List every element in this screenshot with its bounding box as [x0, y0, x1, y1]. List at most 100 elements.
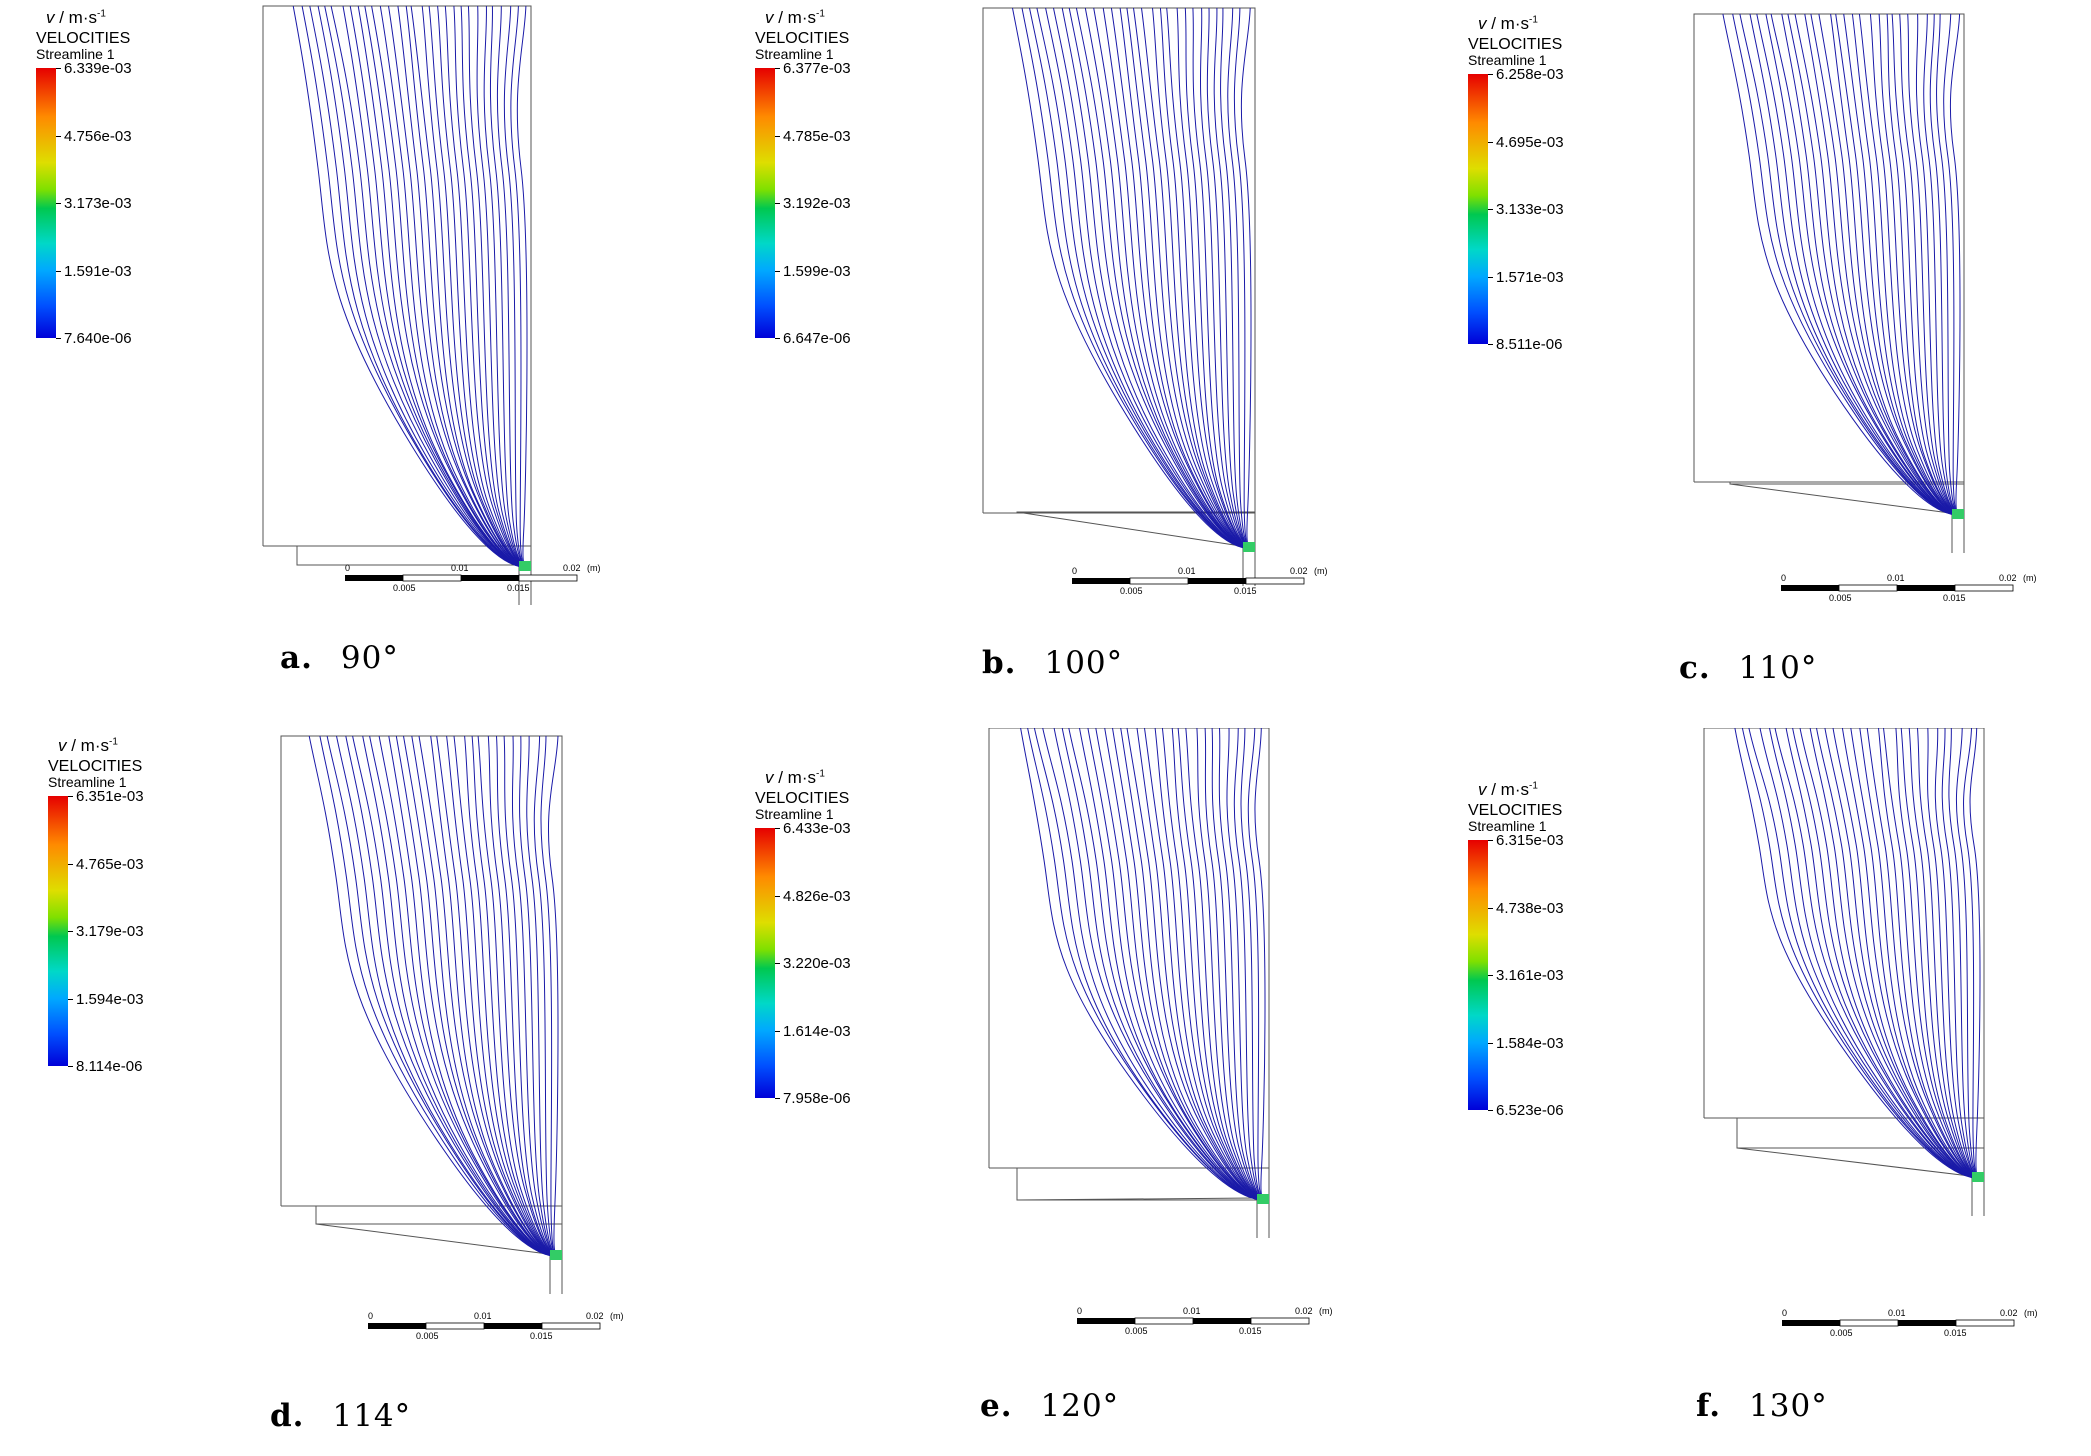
scale-label: (m) — [1314, 566, 1328, 576]
panel-caption: d. 114° — [270, 1398, 411, 1434]
scale-label: 0.005 — [416, 1331, 439, 1341]
unit-text: / m·s — [1486, 780, 1529, 799]
scale-bar: 0 0.01 0.02 (m) 0.005 0.015 — [1072, 566, 1328, 596]
streamline — [430, 735, 556, 1261]
colorbar-tick-label: 1.599e-03 — [783, 262, 851, 280]
streamline — [317, 5, 525, 572]
colorbar-tick-label: 4.738e-03 — [1496, 899, 1564, 917]
panel-a: v / m·s-1 VELOCITIES Streamline 1 6.339e-03… — [0, 0, 697, 728]
color-legend: v / m·s-1 VELOCITIES Streamline 1 6.351e-03… — [48, 736, 188, 1076]
streamline — [1211, 728, 1263, 1205]
streamline — [309, 5, 526, 572]
streamline — [511, 735, 558, 1261]
scale-label: 0.02 — [1290, 566, 1308, 576]
streamline — [1126, 7, 1250, 553]
colorbar-tick-label: 8.114e-06 — [76, 1058, 143, 1075]
streamline — [1929, 13, 1960, 520]
colorbar-tick-label: 6.433e-03 — [783, 820, 851, 837]
colorbar-tick-label: 8.511e-06 — [1496, 336, 1563, 353]
scale-bar: 0 0.01 0.02 (m) 0.005 0.015 — [1781, 573, 2037, 603]
colorbar — [755, 68, 775, 338]
colorbar — [36, 68, 56, 338]
streamline — [1759, 728, 1978, 1183]
streamline — [1843, 13, 1959, 520]
streamline-diagram: 0 0.01 0.02 (m) 0.005 0.015 — [1693, 13, 2037, 603]
outlet-high-velocity — [1243, 542, 1255, 552]
unit-exponent: -1 — [816, 768, 825, 780]
legend-subtitle: Streamline 1 — [36, 46, 115, 62]
streamline — [1136, 728, 1264, 1205]
streamline — [1816, 728, 1979, 1183]
colorbar-tick-mark — [775, 135, 780, 137]
streamline — [467, 5, 527, 572]
streamline — [453, 735, 556, 1261]
legend-subtitle: Streamline 1 — [1468, 52, 1547, 68]
streamline — [1154, 728, 1265, 1205]
colorbar-tick-label: 6.315e-03 — [1496, 832, 1564, 849]
streamline — [533, 735, 558, 1261]
colorbar-tick-label: 3.220e-03 — [783, 955, 851, 972]
colorbar-tick-label: 6.523e-06 — [1496, 1102, 1564, 1119]
colorbar-tick-label: 6.258e-03 — [1496, 66, 1564, 83]
streamline — [1878, 728, 1978, 1183]
colorbar-tick-mark — [56, 338, 61, 339]
scale-label: 0.02 — [1999, 573, 2017, 583]
panel-e: v / m·s-1 VELOCITIES Streamline 1 6.433e-03… — [697, 728, 1394, 1456]
streamline — [464, 735, 556, 1261]
panel-angle: 130° — [1749, 1388, 1828, 1424]
scale-label: 0.01 — [1178, 566, 1196, 576]
streamline — [1756, 13, 1958, 520]
streamline — [477, 735, 558, 1261]
colorbar-tick-label: 7.640e-06 — [64, 330, 132, 347]
colorbar-tick-mark — [775, 338, 780, 339]
streamline — [1233, 728, 1265, 1205]
streamline — [326, 735, 557, 1261]
scale-label: 0.015 — [1234, 586, 1257, 596]
color-legend: v / m·s-1 VELOCITIES Streamline 1 6.258e-03… — [1468, 14, 1608, 354]
outlet-high-velocity — [1952, 509, 1964, 519]
streamline-diagram: 0 0.01 0.02 (m) 0.005 0.015 — [280, 735, 624, 1341]
streamline — [1042, 728, 1264, 1205]
colorbar-tick-mark — [68, 863, 73, 865]
streamline — [1949, 13, 1961, 520]
unit-symbol: v — [1478, 14, 1487, 33]
colorbar-tick-mark — [1488, 344, 1493, 345]
panel-letter: c. — [1679, 650, 1711, 686]
colorbar-tick-mark — [1488, 840, 1493, 841]
scale-label: 0.005 — [1830, 1328, 1853, 1338]
colorbar-tick-label: 3.161e-03 — [1496, 967, 1564, 984]
domain-outline — [262, 5, 532, 605]
unit-symbol: v — [46, 8, 55, 27]
scale-label: 0.02 — [586, 1311, 604, 1321]
colorbar-tick-mark — [68, 931, 73, 932]
scale-label: 0 — [1782, 1308, 1787, 1318]
streamline — [1061, 728, 1263, 1205]
streamline — [453, 5, 525, 572]
streamline — [388, 735, 557, 1261]
legend-subtitle: Streamline 1 — [48, 774, 127, 790]
legend-title: VELOCITIES — [755, 30, 850, 47]
scale-bar: 0 0.01 0.02 (m) 0.005 0.015 — [368, 1311, 624, 1341]
colorbar-tick-label: 4.756e-03 — [64, 127, 132, 145]
streamline — [1963, 728, 1978, 1183]
scale-label: (m) — [610, 1311, 624, 1321]
streamline — [1152, 7, 1249, 553]
outlet-high-velocity — [550, 1250, 562, 1260]
colorbar-tick-mark — [1488, 975, 1493, 976]
panel-angle: 110° — [1738, 650, 1818, 686]
streamline — [1119, 7, 1250, 553]
streamline — [1722, 13, 1959, 520]
scale-label: 0.015 — [530, 1331, 553, 1341]
legend-title: VELOCITIES — [48, 758, 143, 775]
streamline — [1934, 728, 1980, 1183]
streamline — [1204, 728, 1265, 1205]
panel-angle: 100° — [1044, 645, 1124, 681]
unit-symbol: v — [765, 768, 774, 787]
colorbar-tick-mark — [1488, 276, 1493, 278]
streamline — [292, 5, 527, 572]
scale-label: 0.005 — [1125, 1326, 1148, 1336]
colorbar-tick-mark — [1488, 141, 1493, 143]
streamline — [1185, 728, 1265, 1205]
scale-label: 0.005 — [1120, 586, 1143, 596]
colorbar-tick-mark — [56, 135, 61, 137]
